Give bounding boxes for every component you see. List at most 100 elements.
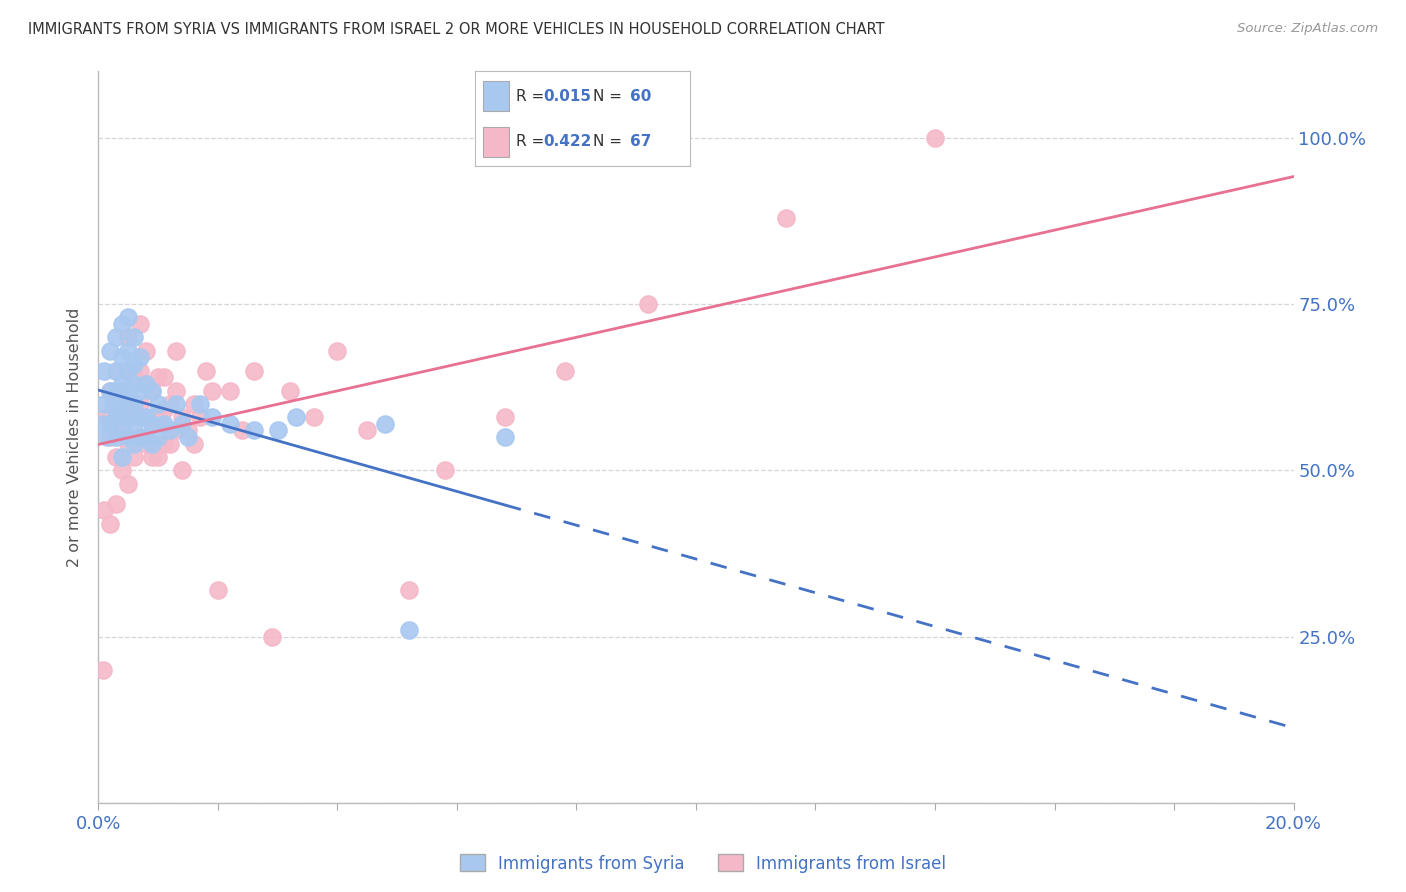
Point: [148, 370, 170, 384]
Point: [135, 410, 157, 425]
Point: [165, 384, 187, 398]
Point: [201, 384, 224, 398]
Point: [141, 450, 163, 464]
Point: [135, 436, 157, 450]
Point: [141, 436, 163, 450]
Point: [117, 330, 139, 344]
Point: [105, 363, 128, 377]
Point: [153, 417, 176, 431]
Point: [124, 450, 146, 464]
Point: [111, 376, 134, 391]
Point: [129, 397, 152, 411]
Point: [153, 436, 176, 450]
Point: [278, 384, 301, 398]
Point: [148, 450, 170, 464]
Point: [135, 343, 157, 358]
Point: [111, 424, 134, 438]
Point: [135, 410, 157, 425]
Point: [398, 623, 420, 637]
Point: [207, 582, 229, 597]
Point: [111, 450, 134, 464]
Point: [195, 363, 218, 377]
Point: [93, 363, 115, 377]
Point: [637, 297, 659, 311]
Point: [188, 397, 211, 411]
Point: [141, 417, 163, 431]
Point: [105, 410, 128, 425]
Point: [267, 424, 290, 438]
Point: [183, 397, 205, 411]
Point: [356, 424, 378, 438]
Point: [105, 363, 128, 377]
Point: [284, 410, 307, 425]
Text: IMMIGRANTS FROM SYRIA VS IMMIGRANTS FROM ISRAEL 2 OR MORE VEHICLES IN HOUSEHOLD : IMMIGRANTS FROM SYRIA VS IMMIGRANTS FROM…: [28, 22, 884, 37]
Point: [117, 384, 139, 398]
Point: [494, 410, 516, 425]
Point: [105, 497, 128, 511]
Legend: Immigrants from Syria, Immigrants from Israel: Immigrants from Syria, Immigrants from I…: [453, 847, 953, 880]
Point: [201, 410, 224, 425]
Point: [117, 430, 139, 444]
Point: [434, 463, 457, 477]
Point: [91, 663, 114, 677]
Point: [165, 397, 187, 411]
Point: [135, 376, 157, 391]
Point: [219, 417, 242, 431]
Point: [135, 376, 157, 391]
Point: [96, 430, 118, 444]
Point: [153, 370, 176, 384]
Point: [124, 436, 146, 450]
Point: [98, 417, 122, 431]
Point: [124, 357, 146, 371]
Point: [183, 436, 205, 450]
Point: [124, 410, 146, 425]
Point: [98, 430, 122, 444]
Point: [98, 516, 122, 531]
Point: [98, 384, 122, 398]
Point: [129, 363, 152, 377]
Point: [105, 410, 128, 425]
Point: [177, 430, 200, 444]
Point: [243, 363, 266, 377]
Point: [93, 397, 115, 411]
Point: [135, 430, 157, 444]
Point: [117, 476, 139, 491]
Point: [172, 463, 194, 477]
Point: [374, 417, 396, 431]
Point: [124, 397, 146, 411]
Point: [111, 463, 134, 477]
Point: [148, 410, 170, 425]
Point: [117, 343, 139, 358]
Point: [165, 424, 187, 438]
Point: [148, 430, 170, 444]
Point: [172, 410, 194, 425]
Text: Source: ZipAtlas.com: Source: ZipAtlas.com: [1237, 22, 1378, 36]
Point: [124, 376, 146, 391]
Point: [117, 310, 139, 325]
Point: [124, 417, 146, 431]
Point: [129, 430, 152, 444]
Point: [188, 410, 211, 425]
Point: [103, 397, 125, 411]
Point: [231, 424, 253, 438]
Point: [117, 410, 139, 425]
Point: [124, 370, 146, 384]
Point: [494, 430, 516, 444]
Point: [554, 363, 576, 377]
Point: [129, 351, 152, 365]
Point: [129, 384, 152, 398]
Point: [105, 384, 128, 398]
Point: [775, 211, 797, 225]
Point: [120, 397, 142, 411]
Point: [98, 384, 122, 398]
Point: [260, 630, 283, 644]
Point: [159, 397, 181, 411]
Point: [326, 343, 349, 358]
Point: [105, 450, 128, 464]
Point: [111, 351, 134, 365]
Point: [172, 417, 194, 431]
Point: [98, 343, 122, 358]
Point: [159, 436, 181, 450]
Point: [159, 424, 181, 438]
Point: [105, 430, 128, 444]
